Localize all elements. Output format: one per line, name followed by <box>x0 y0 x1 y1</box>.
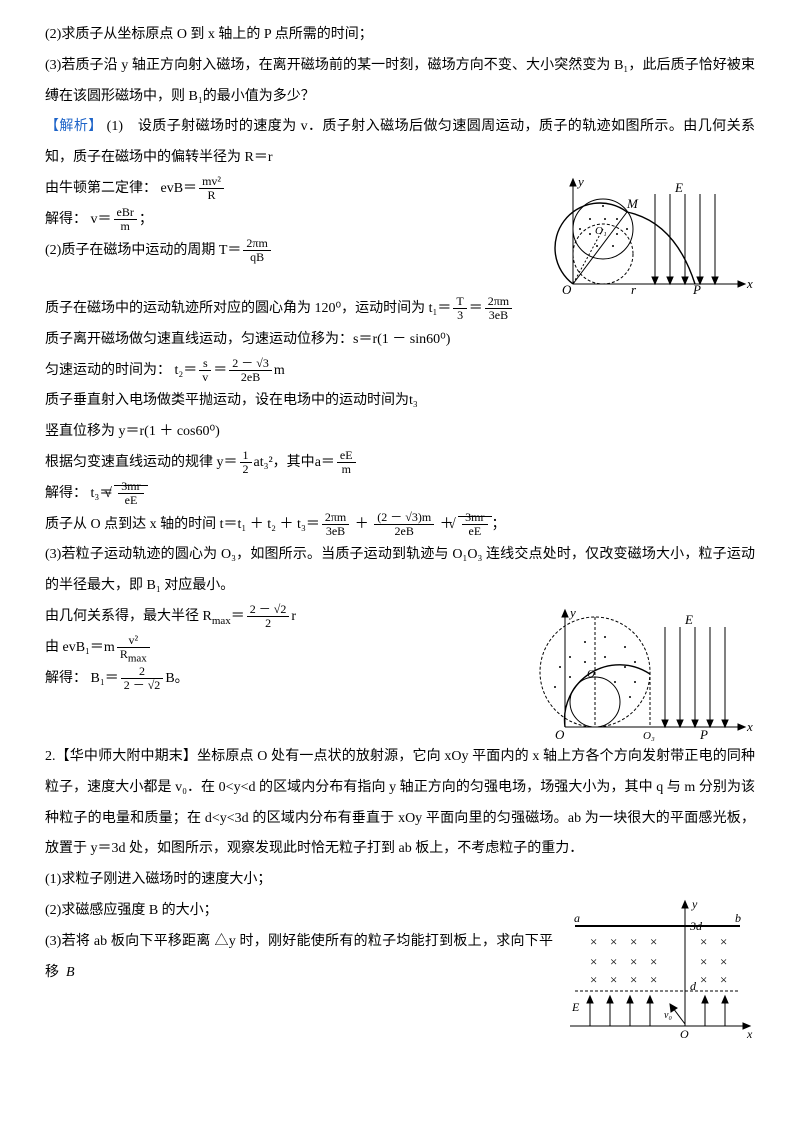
a1-text: (1) 设质子射磁场时的速度为 v．质子射入磁场后做匀速圆周运动，质子的轨迹如图… <box>45 119 755 165</box>
svg-text:×: × <box>630 954 637 969</box>
svg-text:E: E <box>684 612 693 627</box>
analysis-line1: 【解析】 (1) 设质子射磁场时的速度为 v．质子射入磁场后做匀速圆周运动，质子… <box>45 112 755 174</box>
fig1-P: P <box>692 282 701 294</box>
q2-stem: 2.【华中师大附中期末】坐标原点 O 处有一点状的放射源，它向 xOy 平面内的… <box>45 742 755 865</box>
svg-text:×: × <box>720 934 727 949</box>
fig1-O1: O₁ <box>595 225 607 237</box>
svg-text:×: × <box>590 954 597 969</box>
svg-text:×: × <box>610 934 617 949</box>
svg-text:×: × <box>590 934 597 949</box>
figure-1: y x O r P E M O₁ <box>535 174 755 294</box>
svg-text:×: × <box>700 954 707 969</box>
svg-text:×: × <box>630 972 637 987</box>
svg-text:×: × <box>630 934 637 949</box>
fig1-O: O <box>562 282 572 294</box>
svg-text:O: O <box>555 727 565 742</box>
q1-part2: (2)求质子从坐标原点 O 到 x 轴上的 P 点所需的时间； <box>45 20 755 51</box>
a2-proj: 质子垂直射入电场做类平抛运动，设在电场中的运动时间为t₃ <box>45 386 755 417</box>
a2-rule: 根据匀变速直线运动的规律 y＝12at₃²，其中a＝eEm <box>45 448 755 479</box>
svg-text:x: x <box>746 1027 753 1041</box>
svg-text:×: × <box>700 972 707 987</box>
svg-text:×: × <box>720 972 727 987</box>
svg-text:O: O <box>587 668 595 680</box>
svg-text:y: y <box>691 897 698 911</box>
svg-text:v₀: v₀ <box>664 1010 672 1021</box>
svg-text:×: × <box>650 954 657 969</box>
svg-text:x: x <box>746 719 753 734</box>
svg-text:a: a <box>574 911 580 925</box>
fig1-M: M <box>626 196 639 211</box>
svg-text:×: × <box>650 934 657 949</box>
svg-text:O: O <box>680 1027 689 1041</box>
solve-t3: 解得： t₃＝3mreE <box>45 479 755 510</box>
a2-vert: 竖直位移为 y＝r(1 ＋ cos60⁰) <box>45 417 755 448</box>
svg-text:E: E <box>571 1000 580 1014</box>
svg-text:×: × <box>590 972 597 987</box>
svg-text:3d: 3d <box>689 919 703 933</box>
svg-text:×: × <box>650 972 657 987</box>
analysis-label: 【解析】 <box>45 119 103 134</box>
q2-p1: (1)求粒子刚进入磁场时的速度大小； <box>45 865 755 896</box>
svg-text:b: b <box>735 911 741 925</box>
svg-text:×: × <box>610 954 617 969</box>
svg-text:y: y <box>568 605 576 620</box>
a2-angle: 质子在磁场中的运动轨迹所对应的圆心角为 120⁰，运动时间为 t₁＝T3＝2πm… <box>45 294 755 325</box>
svg-text:×: × <box>700 934 707 949</box>
fig1-E: E <box>674 180 683 195</box>
a2-leave: 质子离开磁场做匀速直线运动，匀速运动位移为：s＝r(1 － sin60⁰) <box>45 325 755 356</box>
svg-text:×: × <box>610 972 617 987</box>
a3-text: (3)若粒子运动轨迹的圆心为 O₃，如图所示。当质子运动到轨迹与 O₁O₃ 连线… <box>45 540 755 602</box>
svg-text:O₃: O₃ <box>643 730 655 742</box>
a2-t2: 匀速运动的时间为： t₂＝sv＝2 － √32eBm <box>45 356 755 387</box>
svg-text:×: × <box>720 954 727 969</box>
figure-3: × × × × × × × × × × × × × × × × × × y x O a b 3d d E… <box>565 896 755 1046</box>
svg-text:d: d <box>690 979 697 993</box>
fig1-y: y <box>576 174 584 189</box>
figure-2: y x O O₃ P E O <box>535 602 755 742</box>
a2-total: 质子从 O 点到达 x 轴的时间 t＝t₁ ＋ t₂ ＋ t₃＝2πm3eB ＋… <box>45 510 755 541</box>
fig1-x: x <box>746 276 753 291</box>
svg-text:P: P <box>699 727 708 742</box>
q1-part3: (3)若质子沿 y 轴正方向射入磁场，在离开磁场前的某一时刻，磁场方向不变、大小… <box>45 51 755 113</box>
